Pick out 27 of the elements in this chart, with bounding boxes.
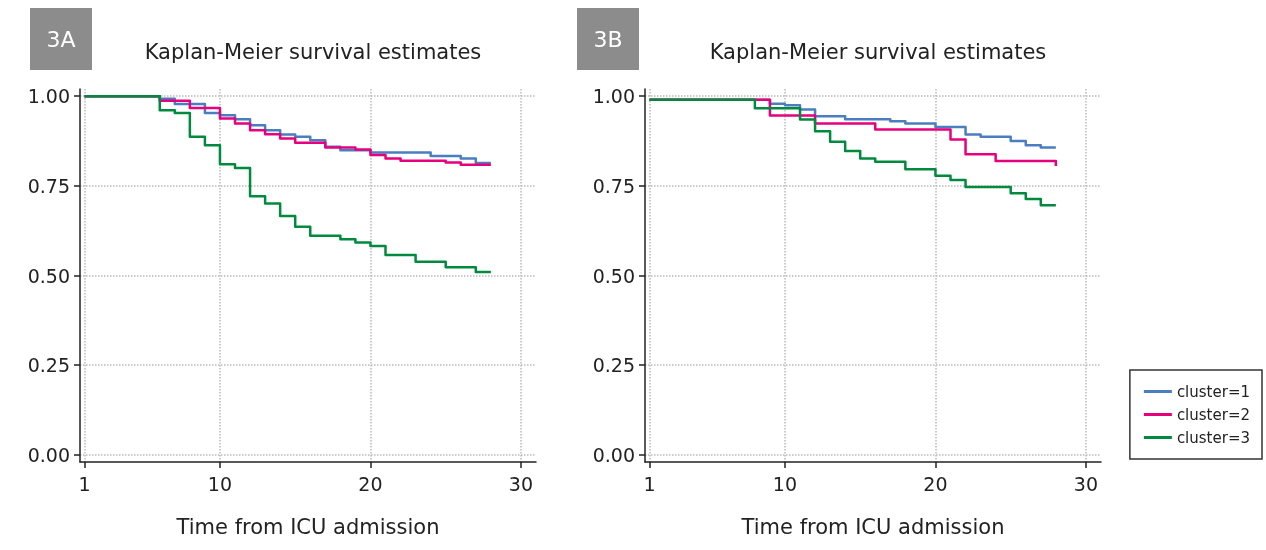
x-tick-label: 1 <box>78 472 91 495</box>
legend-label: cluster=2 <box>1176 405 1250 424</box>
x-tick-label: 10 <box>207 472 233 495</box>
x-tick-label: 30 <box>1073 472 1099 495</box>
chart-title: Kaplan-Meier survival estimates <box>709 39 1047 64</box>
legend-label: cluster=1 <box>1176 382 1250 401</box>
y-tick-label: 1.00 <box>27 85 70 108</box>
x-tick-label: 30 <box>508 472 534 495</box>
x-tick-label: 1 <box>643 472 656 495</box>
x-tick-label: 20 <box>358 472 383 495</box>
x-tick-label: 10 <box>772 472 798 495</box>
legend-label: cluster=3 <box>1176 428 1250 447</box>
x-axis-title: Time from ICU admission <box>175 514 440 539</box>
y-tick-label: 0.00 <box>592 443 635 466</box>
text: 3B <box>593 26 623 52</box>
y-tick-label: 0.75 <box>27 174 70 197</box>
y-tick-label: 0.25 <box>27 354 70 377</box>
y-tick-label: 1.00 <box>592 85 635 108</box>
x-axis-title: Time from ICU admission <box>740 514 1005 539</box>
y-tick-label: 0.50 <box>27 264 70 287</box>
y-tick-label: 0.25 <box>592 354 635 377</box>
text: 3A <box>46 26 76 52</box>
y-tick-label: 0.75 <box>592 174 635 197</box>
chart-title: Kaplan-Meier survival estimates <box>144 39 482 64</box>
y-tick-label: 0.50 <box>592 264 635 287</box>
y-tick-label: 0.00 <box>27 443 70 466</box>
x-tick-label: 20 <box>923 472 948 495</box>
